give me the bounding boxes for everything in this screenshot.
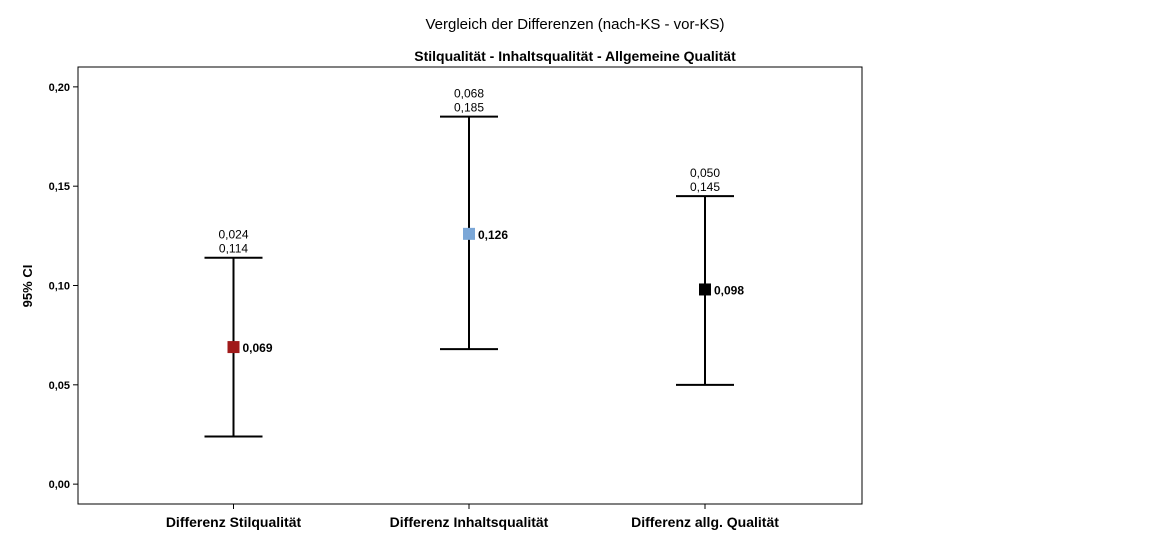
ci-upper-label: 0,145 xyxy=(690,180,720,194)
mean-value-label: 0,069 xyxy=(243,341,273,355)
y-tick-label: 0,15 xyxy=(49,181,70,193)
y-tick-label: 0,20 xyxy=(49,82,70,94)
mean-marker xyxy=(227,341,240,354)
ci-lower-label: 0,068 xyxy=(454,87,484,101)
x-category-label: Differenz allg. Qualität xyxy=(631,514,779,530)
y-tick-label: 0,10 xyxy=(49,281,70,293)
mean-marker xyxy=(463,227,475,240)
ci-upper-label: 0,185 xyxy=(454,101,484,115)
ci-lower-label: 0,050 xyxy=(690,166,720,180)
mean-value-label: 0,126 xyxy=(478,228,508,242)
x-category-label: Differenz Stilqualität xyxy=(166,514,302,530)
mean-marker xyxy=(699,283,711,296)
x-category-label: Differenz Inhaltsqualität xyxy=(390,514,549,530)
y-axis-label: 95% CI xyxy=(20,265,35,308)
mean-value-label: 0,098 xyxy=(714,283,744,297)
chart-subtitle: Stilqualität - Inhaltsqualität - Allgeme… xyxy=(414,48,736,64)
ci-lower-label: 0,024 xyxy=(218,228,248,242)
ci-upper-label: 0,114 xyxy=(219,242,248,256)
x-axis: Differenz Stilqualität Differenz Inhaltsq… xyxy=(166,504,779,530)
chart-title: Vergleich der Differenzen (nach-KS - vor… xyxy=(425,16,724,33)
y-tick-label: 0,00 xyxy=(49,479,70,491)
y-axis: 0,00 0,05 0,10 0,15 0,20 xyxy=(49,82,78,491)
y-tick-label: 0,05 xyxy=(49,380,70,392)
